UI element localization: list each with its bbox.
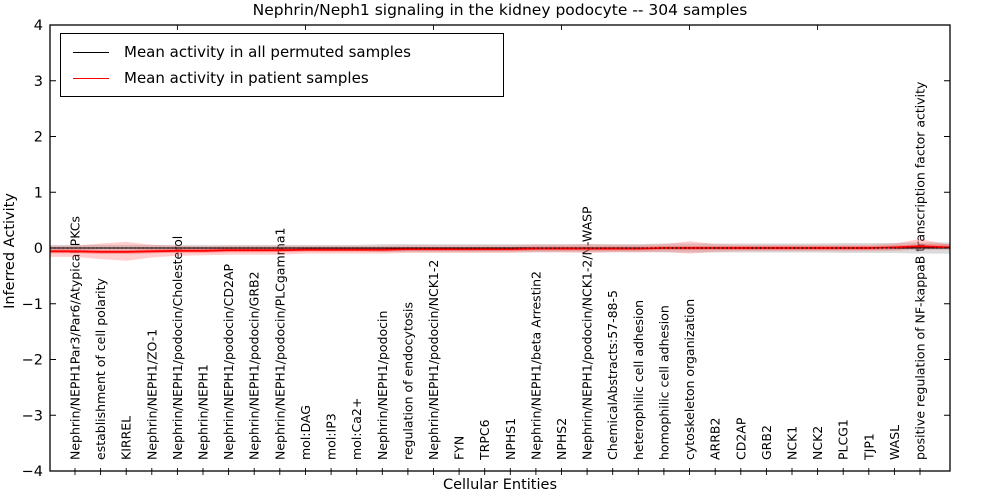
legend-item-patient: Mean activity in patient samples	[61, 66, 503, 90]
legend-label: Mean activity in patient samples	[124, 69, 369, 87]
chart-title: Nephrin/Neph1 signaling in the kidney po…	[252, 1, 748, 19]
y-tick-label: 3	[34, 74, 43, 90]
legend-item-permuted: Mean activity in all permuted samples	[61, 40, 503, 64]
y-tick-label: 1	[34, 185, 43, 201]
y-tick-label: 4	[34, 18, 43, 34]
x-tick-label: regulation of endocytosis	[400, 302, 415, 460]
x-tick-label: Nephrin/NEPH1/podocin	[375, 311, 390, 460]
x-axis-title: Cellular Entities	[442, 477, 558, 493]
x-tick-label: Nephrin/NEPH1/beta Arrestin2	[528, 271, 543, 460]
patient-mean-line	[50, 245, 951, 253]
x-tick-label: CD2AP	[733, 417, 748, 460]
x-tick-label: GRB2	[759, 425, 774, 460]
x-tick-label: FYN	[452, 436, 467, 460]
y-tick-label: −4	[22, 464, 43, 480]
y-tick-label: 2	[34, 130, 43, 146]
x-tick-label: Nephrin/NEPH1/podocin/CD2AP	[221, 264, 236, 460]
x-tick-label: cytoskeleton organization	[682, 299, 697, 460]
y-tick-label: −2	[22, 353, 43, 369]
legend-label: Mean activity in all permuted samples	[124, 43, 411, 61]
x-tick-label: PLCG1	[836, 419, 851, 460]
x-tick-label: Nephrin/NEPH1/ZO-1	[144, 329, 159, 460]
x-tick-label: TRPC6	[477, 419, 492, 461]
legend: Mean activity in all permuted samples Me…	[60, 33, 504, 97]
x-tick-label: Nephrin/NEPH1/podocin/GRB2	[247, 271, 262, 460]
x-tick-label: ChemicalAbstracts:57-88-5	[605, 290, 620, 460]
x-tick-label: NPHS2	[554, 418, 569, 460]
x-tick-label: NPHS1	[503, 418, 518, 460]
x-tick-label: Nephrin/NEPH1/podocin/Cholesterol	[170, 236, 185, 460]
x-tick-label: mol:Ca2+	[349, 398, 364, 460]
x-tick-label: establishment of cell polarity	[93, 278, 108, 460]
permuted-line-swatch	[73, 51, 109, 53]
x-tick-label: Nephrin/NEPH1/podocin/NCK1-2	[426, 260, 441, 460]
x-tick-label: Nephrin/NEPH1/podocin/NCK1-2/N-WASP	[580, 206, 595, 460]
patient-line-swatch	[73, 77, 109, 79]
x-tick-label: Nephrin/NEPH1Par3/Par6/Atypical PKCs	[68, 216, 83, 460]
x-tick-label: TJP1	[861, 433, 876, 461]
x-tick-label: mol:DAG	[298, 405, 313, 460]
x-tick-label: ARRB2	[708, 418, 723, 460]
x-tick-label: NCK1	[785, 426, 800, 460]
y-tick-label: −3	[22, 408, 43, 424]
x-tick-label: KIRREL	[119, 416, 134, 460]
x-tick-label: WASL	[887, 425, 902, 460]
x-tick-label: NCK2	[810, 426, 825, 460]
x-tick-label: Nephrin/NEPH1	[196, 364, 211, 460]
x-tick-label: homophilic cell adhesion	[656, 305, 671, 460]
x-tick-label: positive regulation of NF-kappaB transcr…	[913, 81, 928, 460]
x-tick-label: heterophilic cell adhesion	[631, 300, 646, 460]
x-tick-label: Nephrin/NEPH1/podocin/PLCgamma1	[272, 228, 287, 460]
y-tick-label: −1	[22, 297, 43, 313]
x-tick-label: mol:IP3	[324, 413, 339, 460]
y-axis-title: Inferred Activity	[2, 193, 18, 309]
y-tick-label: 0	[34, 241, 43, 257]
